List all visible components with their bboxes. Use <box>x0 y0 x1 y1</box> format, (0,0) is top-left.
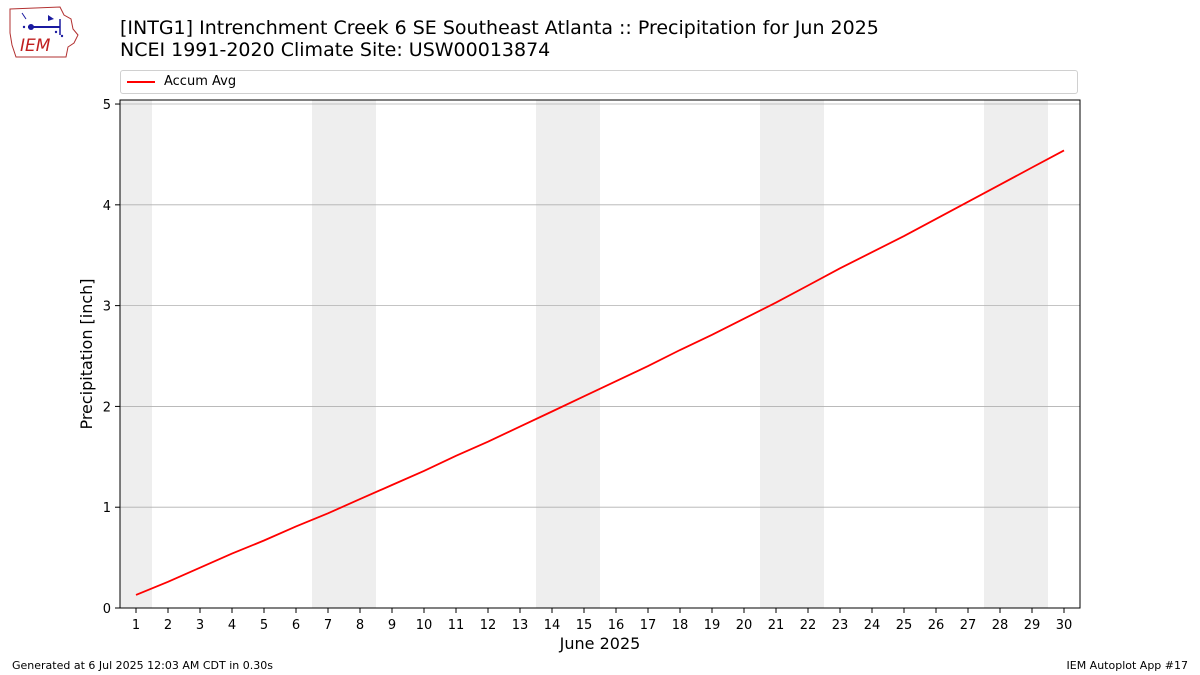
x-tick-label-17: 17 <box>640 618 657 633</box>
x-tick-label-4: 4 <box>228 618 236 633</box>
x-tick-label-9: 9 <box>388 618 396 633</box>
x-tick-label-15: 15 <box>576 618 593 633</box>
plot-frame <box>119 99 1081 609</box>
chart-subtitle: NCEI 1991-2020 Climate Site: USW00013874 <box>120 39 551 61</box>
x-tick-label-7: 7 <box>324 618 332 633</box>
y-tick-label-5: 5 <box>103 98 111 113</box>
x-tick-label-26: 26 <box>928 618 945 633</box>
x-tick-label-18: 18 <box>672 618 689 633</box>
y-tick-label-4: 4 <box>103 199 111 214</box>
iem-logo-text: IEM <box>20 36 51 56</box>
x-tick-label-1: 1 <box>132 618 140 633</box>
legend-label-accum-avg: Accum Avg <box>164 74 237 89</box>
weekend-band-0 <box>120 100 152 608</box>
x-tick-label-13: 13 <box>512 618 529 633</box>
weekend-band-3 <box>760 100 824 608</box>
chart-title: [INTG1] Intrenchment Creek 6 SE Southeas… <box>120 17 879 39</box>
y-axis-label: Precipitation [inch] <box>77 278 96 429</box>
footer-generated: Generated at 6 Jul 2025 12:03 AM CDT in … <box>12 659 273 672</box>
x-tick-label-10: 10 <box>416 618 433 633</box>
x-tick-label-12: 12 <box>480 618 497 633</box>
legend: Accum Avg <box>120 70 1078 94</box>
x-tick-label-22: 22 <box>800 618 817 633</box>
x-tick-label-8: 8 <box>356 618 364 633</box>
iem-logo: IEM <box>9 6 79 58</box>
footer-app: IEM Autoplot App #17 <box>1066 659 1189 672</box>
weekend-band-2 <box>536 100 600 608</box>
legend-swatch-accum-avg <box>127 81 155 83</box>
weekend-band-1 <box>312 100 376 608</box>
weekend-band-4 <box>984 100 1048 608</box>
x-tick-label-30: 30 <box>1056 618 1073 633</box>
y-tick-label-3: 3 <box>103 300 111 315</box>
x-tick-label-23: 23 <box>832 618 849 633</box>
x-tick-label-29: 29 <box>1024 618 1041 633</box>
series-line-0 <box>135 149 1065 596</box>
x-tick-label-20: 20 <box>736 618 753 633</box>
x-tick-label-3: 3 <box>196 618 204 633</box>
x-tick-label-21: 21 <box>768 618 785 633</box>
y-tick-label-0: 0 <box>103 602 111 617</box>
x-tick-label-28: 28 <box>992 618 1009 633</box>
x-tick-label-25: 25 <box>896 618 913 633</box>
x-tick-label-6: 6 <box>292 618 300 633</box>
x-tick-label-14: 14 <box>544 618 561 633</box>
x-tick-label-2: 2 <box>164 618 172 633</box>
x-tick-label-11: 11 <box>448 618 465 633</box>
x-tick-label-16: 16 <box>608 618 625 633</box>
x-tick-label-5: 5 <box>260 618 268 633</box>
x-tick-label-19: 19 <box>704 618 721 633</box>
x-tick-label-24: 24 <box>864 618 881 633</box>
x-tick-label-27: 27 <box>960 618 977 633</box>
y-tick-label-2: 2 <box>103 400 111 415</box>
y-tick-label-1: 1 <box>103 501 111 516</box>
x-axis-label: June 2025 <box>559 634 641 653</box>
